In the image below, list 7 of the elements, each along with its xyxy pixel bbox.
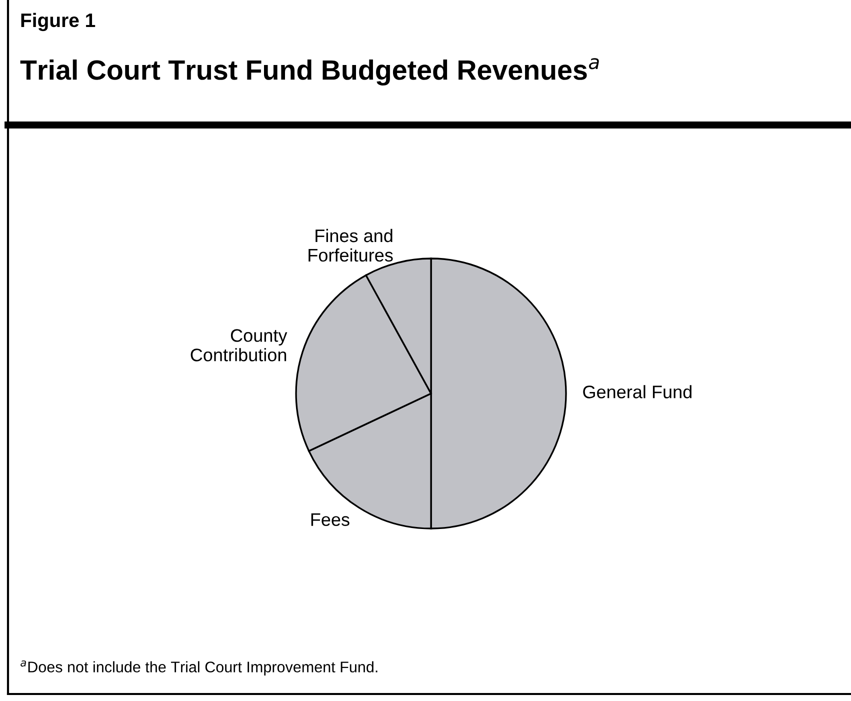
slice-label: Fees bbox=[311, 513, 350, 526]
slice-label: Fines and Forfeitures bbox=[308, 228, 393, 262]
chart-title: Trial Court Trust Fund Budgeted Revenues$^{a}$ bbox=[20, 58, 599, 86]
slice-label: General Fund bbox=[583, 385, 692, 398]
chart-subtitle: Figure 1 bbox=[21, 12, 96, 32]
text: $^{a}$Does not include the Trial Court Improvement Fund. bbox=[20, 660, 378, 676]
slice-label: County Contribution bbox=[190, 329, 288, 362]
